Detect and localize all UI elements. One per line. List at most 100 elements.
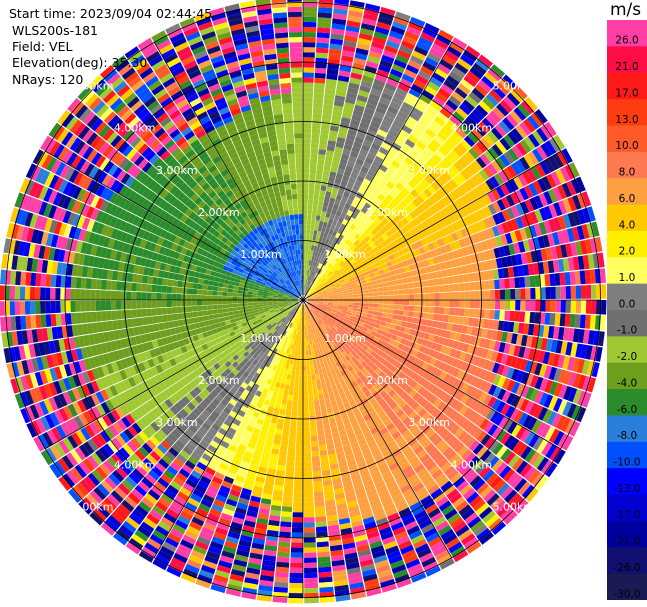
velocity-gate bbox=[334, 314, 340, 319]
velocity-gate bbox=[429, 357, 437, 366]
velocity-gate bbox=[316, 32, 330, 39]
velocity-gate bbox=[337, 305, 343, 309]
velocity-gate bbox=[523, 466, 537, 481]
velocity-gate bbox=[322, 175, 329, 182]
velocity-gate bbox=[306, 303, 311, 307]
velocity-gate bbox=[300, 350, 303, 356]
velocity-gate bbox=[318, 149, 327, 155]
velocity-gate bbox=[316, 164, 324, 170]
velocity-gate bbox=[474, 309, 480, 318]
velocity-gate bbox=[454, 240, 462, 250]
velocity-gate bbox=[528, 451, 541, 466]
velocity-gate bbox=[392, 280, 398, 286]
velocity-gate bbox=[478, 54, 493, 68]
velocity-gate bbox=[519, 187, 529, 201]
velocity-gate bbox=[501, 222, 510, 234]
velocity-gate bbox=[452, 37, 468, 50]
velocity-gate bbox=[423, 306, 430, 313]
velocity-gate bbox=[304, 542, 316, 548]
velocity-gate bbox=[310, 250, 314, 256]
velocity-gate bbox=[276, 561, 290, 568]
velocity-gate bbox=[398, 310, 404, 316]
velocity-gate bbox=[292, 522, 303, 528]
velocity-gate bbox=[306, 365, 311, 371]
velocity-gate bbox=[329, 272, 335, 278]
velocity-gate bbox=[447, 276, 454, 285]
velocity-gate bbox=[311, 450, 320, 457]
velocity-gate bbox=[408, 305, 415, 312]
velocity-gate bbox=[331, 161, 340, 168]
velocity-gate bbox=[415, 195, 425, 204]
velocity-gate bbox=[319, 258, 324, 264]
velocity-gate bbox=[349, 77, 361, 85]
velocity-gate bbox=[379, 335, 387, 341]
velocity-gate bbox=[318, 269, 323, 275]
velocity-gate bbox=[319, 277, 325, 282]
velocity-gate bbox=[417, 70, 431, 81]
velocity-gate bbox=[322, 113, 332, 121]
velocity-gate bbox=[448, 315, 454, 324]
velocity-gate bbox=[524, 199, 534, 213]
velocity-gate bbox=[326, 317, 332, 323]
velocity-gate bbox=[323, 217, 330, 223]
velocity-gate bbox=[436, 270, 443, 279]
velocity-gate bbox=[553, 430, 565, 446]
velocity-gate bbox=[479, 337, 486, 348]
velocity-gate bbox=[549, 137, 561, 153]
velocity-gate bbox=[530, 287, 536, 299]
velocity-gate bbox=[401, 374, 410, 383]
velocity-gate bbox=[351, 67, 364, 75]
velocity-gate bbox=[535, 475, 549, 490]
velocity-gate bbox=[576, 193, 587, 209]
velocity-gate bbox=[557, 258, 565, 272]
velocity-gate bbox=[421, 164, 432, 175]
velocity-gate bbox=[445, 138, 457, 150]
velocity-gate bbox=[497, 388, 507, 401]
velocity-gate bbox=[314, 287, 320, 291]
velocity-gate bbox=[404, 231, 413, 239]
velocity-gate bbox=[413, 374, 422, 383]
velocity-gate bbox=[374, 232, 382, 240]
velocity-gate bbox=[496, 103, 509, 117]
velocity-gate bbox=[309, 255, 313, 261]
velocity-gate bbox=[357, 236, 364, 243]
velocity-gate bbox=[413, 383, 422, 392]
velocity-gate bbox=[437, 401, 447, 411]
velocity-gate bbox=[520, 446, 532, 460]
velocity-gate bbox=[364, 252, 371, 259]
velocity-gate bbox=[506, 367, 515, 379]
velocity-gate bbox=[542, 351, 551, 365]
velocity-gate bbox=[468, 317, 474, 327]
velocity-gate bbox=[294, 471, 303, 477]
velocity-gate bbox=[541, 459, 554, 475]
velocity-gate bbox=[393, 304, 399, 310]
velocity-gate bbox=[420, 353, 428, 362]
velocity-gate bbox=[317, 304, 323, 308]
velocity-gate bbox=[385, 230, 393, 238]
velocity-gate bbox=[326, 289, 332, 293]
velocity-gate bbox=[567, 196, 577, 212]
velocity-gate bbox=[562, 214, 572, 229]
velocity-gate bbox=[550, 246, 558, 260]
velocity-gate bbox=[312, 235, 317, 241]
velocity-gate bbox=[323, 201, 329, 208]
velocity-gate bbox=[572, 256, 580, 271]
velocity-gate bbox=[553, 368, 562, 382]
velocity-gate bbox=[303, 138, 311, 144]
velocity-gate bbox=[455, 107, 468, 119]
velocity-gate bbox=[520, 214, 529, 228]
velocity-gate bbox=[471, 87, 485, 101]
velocity-gate bbox=[342, 191, 350, 199]
velocity-gate bbox=[427, 104, 439, 116]
velocity-gate bbox=[431, 167, 442, 178]
velocity-gate bbox=[492, 201, 502, 213]
velocity-gate bbox=[442, 157, 453, 168]
velocity-gate bbox=[562, 198, 572, 213]
velocity-gate bbox=[345, 25, 360, 33]
velocity-gate bbox=[483, 150, 495, 163]
velocity-gate bbox=[437, 352, 445, 362]
velocity-gate bbox=[276, 556, 290, 563]
velocity-gate bbox=[379, 258, 386, 265]
velocity-gate bbox=[322, 292, 328, 295]
velocity-gate bbox=[303, 123, 312, 129]
